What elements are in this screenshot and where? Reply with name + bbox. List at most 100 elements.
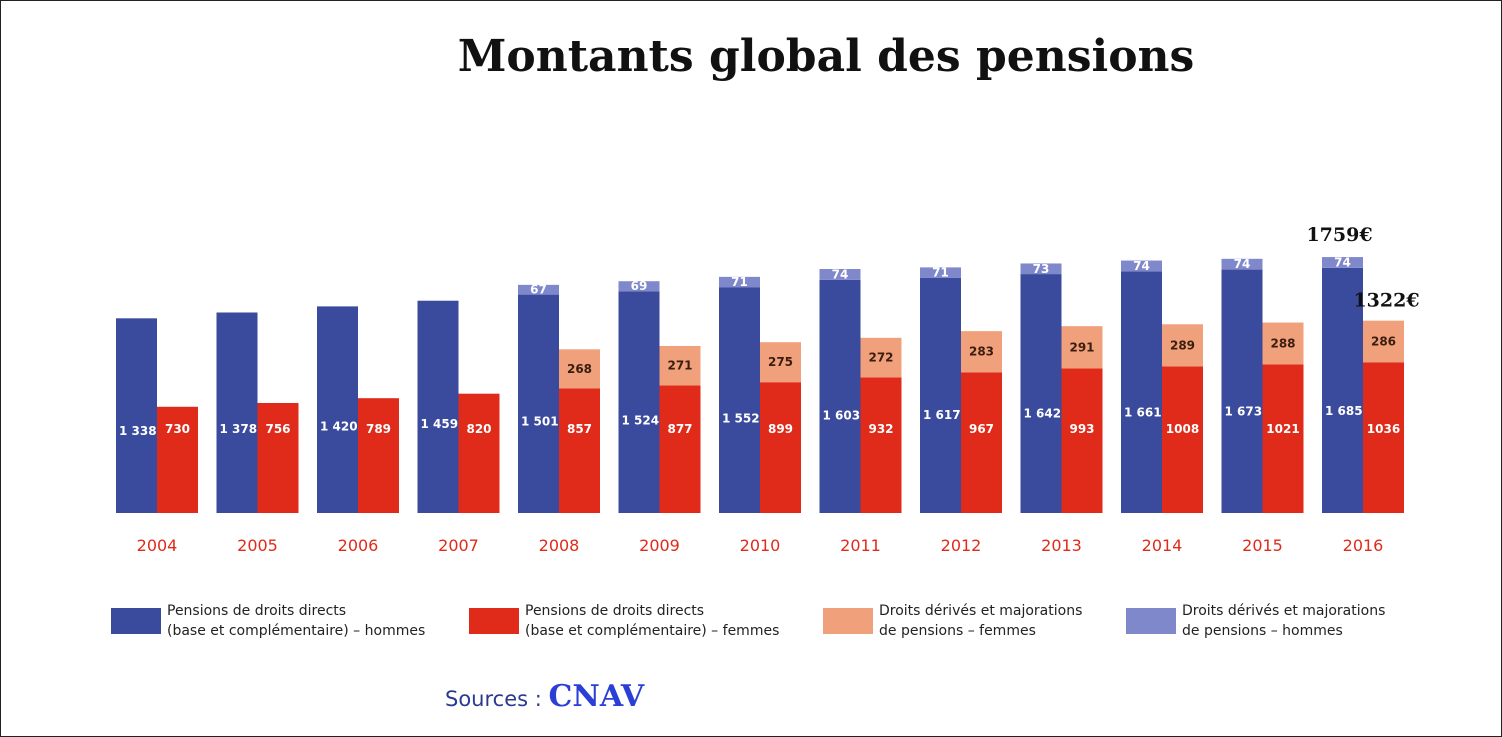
year-label-2005: 2005	[237, 536, 278, 555]
label-women-direct-2013: 993	[1069, 422, 1094, 436]
bar-women-direct-2015	[1262, 364, 1304, 513]
bar-women-derived-2008	[559, 349, 600, 389]
bar-men-derived-2011	[819, 268, 861, 280]
year-label-2008: 2008	[539, 536, 580, 555]
bar-women-direct-2009	[659, 385, 701, 513]
label-men-derived-2013: 73	[1033, 262, 1050, 276]
label-women-direct-2004: 730	[165, 422, 190, 436]
label-men-derived-2016: 74	[1334, 255, 1351, 269]
bar-men-direct-2004	[116, 318, 157, 513]
label-men-direct-2011: 1 603	[823, 409, 861, 423]
label-women-direct-2016: 1036	[1367, 422, 1400, 436]
label-women-derived-2016: 286	[1371, 334, 1396, 348]
label-men-direct-2013: 1 642	[1024, 406, 1062, 420]
bar-women-direct-2008	[559, 388, 600, 513]
label-women-direct-2006: 789	[366, 422, 391, 436]
bar-women-derived-2012	[961, 331, 1002, 373]
bar-women-direct-2007	[458, 393, 500, 513]
label-women-derived-2010: 275	[768, 355, 793, 369]
label-men-derived-2008: 67	[530, 283, 547, 297]
bar-women-direct-2016	[1363, 362, 1404, 513]
year-label-2015: 2015	[1242, 536, 1283, 555]
bar-men-derived-2013	[1020, 263, 1062, 275]
label-men-derived-2010: 71	[731, 275, 748, 289]
year-label-2012: 2012	[941, 536, 982, 555]
label-women-direct-2008: 857	[567, 422, 592, 436]
bar-men-direct-2005	[216, 312, 258, 513]
bar-men-derived-2010	[719, 276, 760, 288]
bar-men-direct-2007	[417, 300, 459, 513]
bar-women-direct-2011	[860, 377, 902, 513]
bar-women-direct-2006	[358, 398, 399, 513]
bar-women-derived-2010	[760, 342, 801, 383]
label-men-direct-2016: 1 685	[1325, 404, 1363, 418]
bar-men-direct-2015	[1221, 269, 1263, 513]
bar-women-direct-2012	[961, 372, 1002, 513]
bar-women-derived-2016	[1363, 320, 1404, 363]
label-women-derived-2014: 289	[1170, 338, 1195, 352]
bar-women-direct-2005	[257, 403, 299, 513]
bar-women-derived-2011	[860, 337, 902, 378]
bar-women-direct-2014	[1162, 366, 1203, 513]
label-men-derived-2011: 74	[832, 267, 849, 281]
label-women-direct-2009: 877	[667, 422, 692, 436]
label-men-direct-2008: 1 501	[521, 415, 559, 429]
label-women-derived-2008: 268	[567, 362, 592, 376]
label-men-derived-2009: 69	[631, 279, 648, 293]
year-label-2007: 2007	[438, 536, 479, 555]
year-label-2011: 2011	[840, 536, 881, 555]
bar-men-derived-2012	[920, 267, 961, 278]
bar-men-direct-2008	[518, 294, 559, 513]
label-women-derived-2012: 283	[969, 345, 994, 359]
label-women-direct-2014: 1008	[1166, 422, 1199, 436]
label-men-direct-2015: 1 673	[1225, 405, 1263, 419]
bar-women-derived-2015	[1262, 322, 1304, 365]
year-label-2004: 2004	[137, 536, 178, 555]
label-men-direct-2009: 1 524	[622, 413, 660, 427]
label-women-direct-2015: 1021	[1266, 422, 1299, 436]
year-label-2009: 2009	[639, 536, 680, 555]
bar-women-derived-2014	[1162, 324, 1203, 367]
year-label-2006: 2006	[338, 536, 379, 555]
source-label: Sources :	[445, 687, 542, 711]
label-women-direct-2011: 932	[868, 422, 893, 436]
year-label-2016: 2016	[1343, 536, 1384, 555]
source-org: CNAV	[548, 679, 645, 714]
label-women-derived-2009: 271	[667, 359, 692, 373]
bar-women-derived-2013	[1061, 326, 1103, 369]
label-women-direct-2012: 967	[969, 422, 994, 436]
label-men-direct-2012: 1 617	[923, 408, 961, 422]
year-label-2014: 2014	[1142, 536, 1183, 555]
label-men-direct-2004: 1 338	[119, 424, 157, 438]
bar-men-derived-2016	[1322, 257, 1363, 268]
label-women-direct-2007: 820	[466, 422, 491, 436]
label-women-direct-2010: 899	[768, 422, 793, 436]
bar-men-derived-2015	[1221, 258, 1263, 270]
label-women-direct-2005: 756	[265, 422, 290, 436]
bar-men-direct-2012	[920, 277, 961, 513]
bar-women-direct-2010	[760, 382, 801, 513]
bar-men-direct-2011	[819, 279, 861, 513]
bar-women-derived-2009	[659, 345, 701, 386]
annotation-men-total: 1759€	[1306, 224, 1372, 246]
bar-women-direct-2013	[1061, 368, 1103, 513]
label-women-derived-2013: 291	[1069, 340, 1094, 354]
year-label-2010: 2010	[740, 536, 781, 555]
label-men-derived-2015: 74	[1234, 257, 1251, 271]
chart-title: Montants global des pensions	[457, 31, 1195, 82]
bar-men-derived-2008	[518, 284, 559, 295]
label-men-direct-2010: 1 552	[722, 412, 760, 426]
bar-men-direct-2013	[1020, 274, 1062, 513]
bar-men-direct-2009	[618, 291, 660, 513]
bar-men-direct-2006	[317, 306, 358, 513]
bar-men-direct-2014	[1121, 271, 1162, 513]
label-men-derived-2014: 74	[1133, 259, 1150, 273]
annotation-women-total: 1322€	[1353, 290, 1419, 312]
label-men-direct-2005: 1 378	[220, 422, 258, 436]
bar-men-derived-2009	[618, 281, 660, 292]
label-women-derived-2015: 288	[1270, 336, 1295, 350]
bar-men-direct-2016	[1322, 267, 1363, 513]
label-women-derived-2011: 272	[868, 351, 893, 365]
